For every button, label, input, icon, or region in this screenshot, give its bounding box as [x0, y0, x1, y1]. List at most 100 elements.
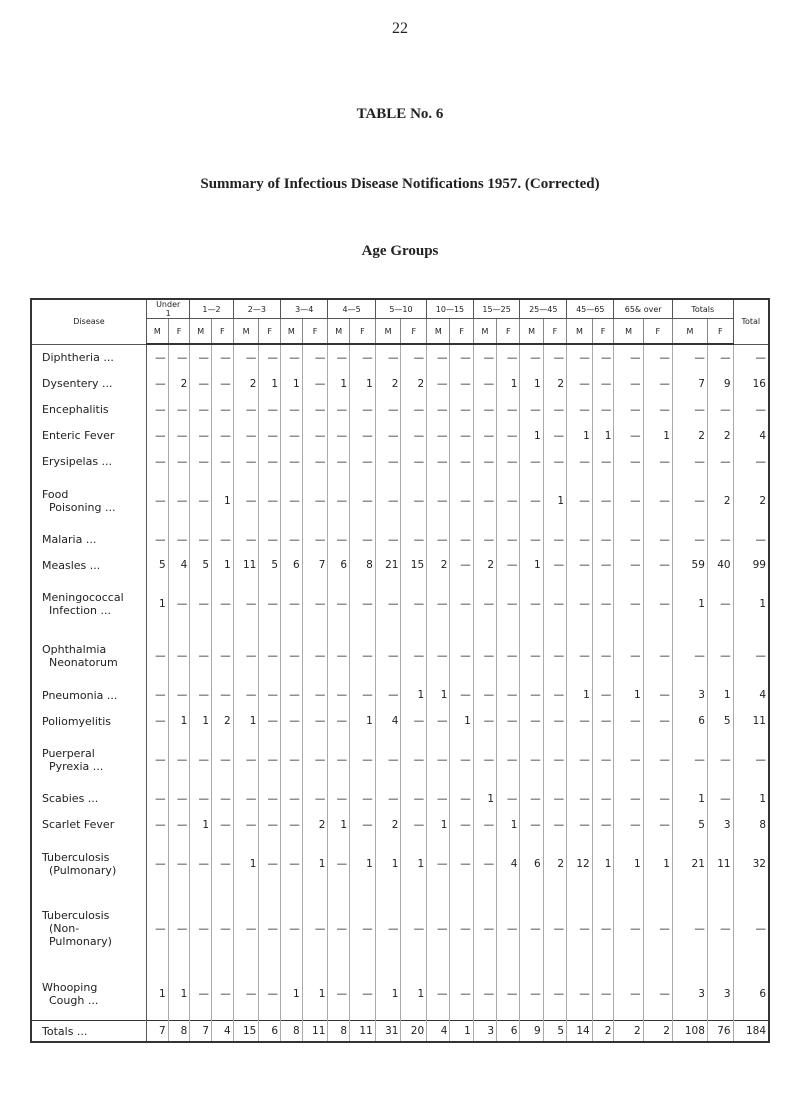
cell: —	[374, 396, 401, 423]
cell: 1	[732, 578, 769, 631]
table-row: Erysipelas ... — — — — — — — — — — — — — — — — — — — — — — — — —	[31, 448, 769, 475]
cell: 5	[671, 811, 708, 838]
cell: —	[374, 630, 401, 683]
cell: —	[146, 630, 169, 683]
cell: 3	[671, 682, 708, 709]
cell: —	[349, 344, 376, 371]
cell: —	[706, 578, 734, 631]
cell: 4	[167, 552, 190, 579]
cell: —	[591, 630, 614, 683]
cell: —	[349, 811, 376, 838]
page-number: 22	[392, 20, 408, 37]
cell: 1	[374, 837, 401, 890]
cell: —	[167, 734, 190, 786]
cell: —	[327, 422, 350, 449]
cell: —	[258, 422, 281, 449]
cell: —	[301, 785, 328, 812]
cell: 7	[189, 1020, 212, 1042]
cell: —	[642, 370, 673, 397]
disease-label: Ophthalmia Neonatorum	[31, 630, 147, 683]
cell: —	[591, 370, 614, 397]
cell: —	[732, 526, 769, 553]
cell: 21	[374, 552, 401, 579]
cell: 3	[472, 1020, 497, 1042]
column-header: 10—15	[426, 299, 474, 319]
cell: 1	[349, 708, 376, 735]
cell: —	[211, 682, 234, 709]
cell: —	[642, 708, 673, 735]
cell: 1	[327, 811, 350, 838]
sex-header: F	[542, 318, 567, 345]
cell: —	[449, 396, 474, 423]
cell: 8	[349, 552, 376, 579]
cell: —	[374, 422, 401, 449]
cell: 1	[449, 1020, 474, 1042]
cell: —	[327, 682, 350, 709]
cell: —	[400, 474, 427, 527]
disease-label: Tuberculosis (Non- Pulmonary)	[31, 889, 147, 968]
cell: —	[211, 889, 234, 968]
cell: —	[671, 344, 708, 371]
cell: —	[519, 785, 544, 812]
cell: 1	[566, 422, 593, 449]
cell: —	[449, 837, 474, 890]
cell: —	[400, 526, 427, 553]
cell: 1	[496, 370, 520, 397]
cell: 5	[258, 552, 281, 579]
column-header: Under 1	[145, 299, 190, 319]
cell: 1	[472, 785, 497, 812]
cell: —	[706, 785, 734, 812]
cell: 1	[613, 682, 644, 709]
cell: 2	[642, 1020, 673, 1042]
cell: 6	[732, 967, 769, 1021]
cell: —	[591, 708, 614, 735]
cell: —	[449, 526, 474, 553]
cell: —	[472, 811, 497, 838]
cell: —	[374, 344, 401, 371]
disease-label: Poliomyelitis	[31, 708, 147, 735]
cell: 14	[566, 1020, 593, 1042]
cell: 7	[671, 370, 708, 397]
cell: —	[349, 785, 376, 812]
cell: —	[542, 682, 567, 709]
cell: —	[374, 578, 401, 631]
cell: —	[374, 526, 401, 553]
cell: —	[496, 682, 520, 709]
cell: —	[301, 708, 328, 735]
cell: —	[211, 630, 234, 683]
cell: 4	[374, 708, 401, 735]
cell: —	[374, 474, 401, 527]
cell: —	[189, 682, 212, 709]
cell: —	[211, 967, 234, 1021]
disease-label: Whooping Cough ...	[31, 967, 147, 1021]
cell: 1	[542, 474, 567, 527]
cell: —	[591, 344, 614, 371]
cell: —	[591, 552, 614, 579]
cell: —	[519, 396, 544, 423]
cell: —	[472, 526, 497, 553]
cell: 1	[642, 837, 673, 890]
cell: —	[449, 630, 474, 683]
table-row: Meningococcal Infection ... 1— — — — — — — — — — — —…	[31, 578, 769, 631]
cell: —	[566, 448, 593, 475]
cell: —	[613, 448, 644, 475]
cell: —	[327, 889, 350, 968]
cell: —	[280, 422, 303, 449]
cell: —	[591, 474, 614, 527]
cell: —	[258, 811, 281, 838]
cell: —	[400, 396, 427, 423]
cell: 1	[189, 708, 212, 735]
cell: —	[591, 785, 614, 812]
table-row: Poliomyelitis —1 1 2 1— — — —1 4— —1— — — — — — — —6 5 11	[31, 708, 769, 735]
cell: —	[613, 889, 644, 968]
cell: —	[542, 811, 567, 838]
cell: 7	[301, 552, 328, 579]
disease-label: Tuberculosis (Pulmonary)	[31, 837, 147, 890]
cell: 9	[706, 370, 734, 397]
cell: —	[642, 889, 673, 968]
cell: —	[671, 448, 708, 475]
cell: 5	[189, 552, 212, 579]
sex-header: F	[301, 318, 328, 345]
cell: 8	[167, 1020, 190, 1042]
cell: —	[671, 889, 708, 968]
